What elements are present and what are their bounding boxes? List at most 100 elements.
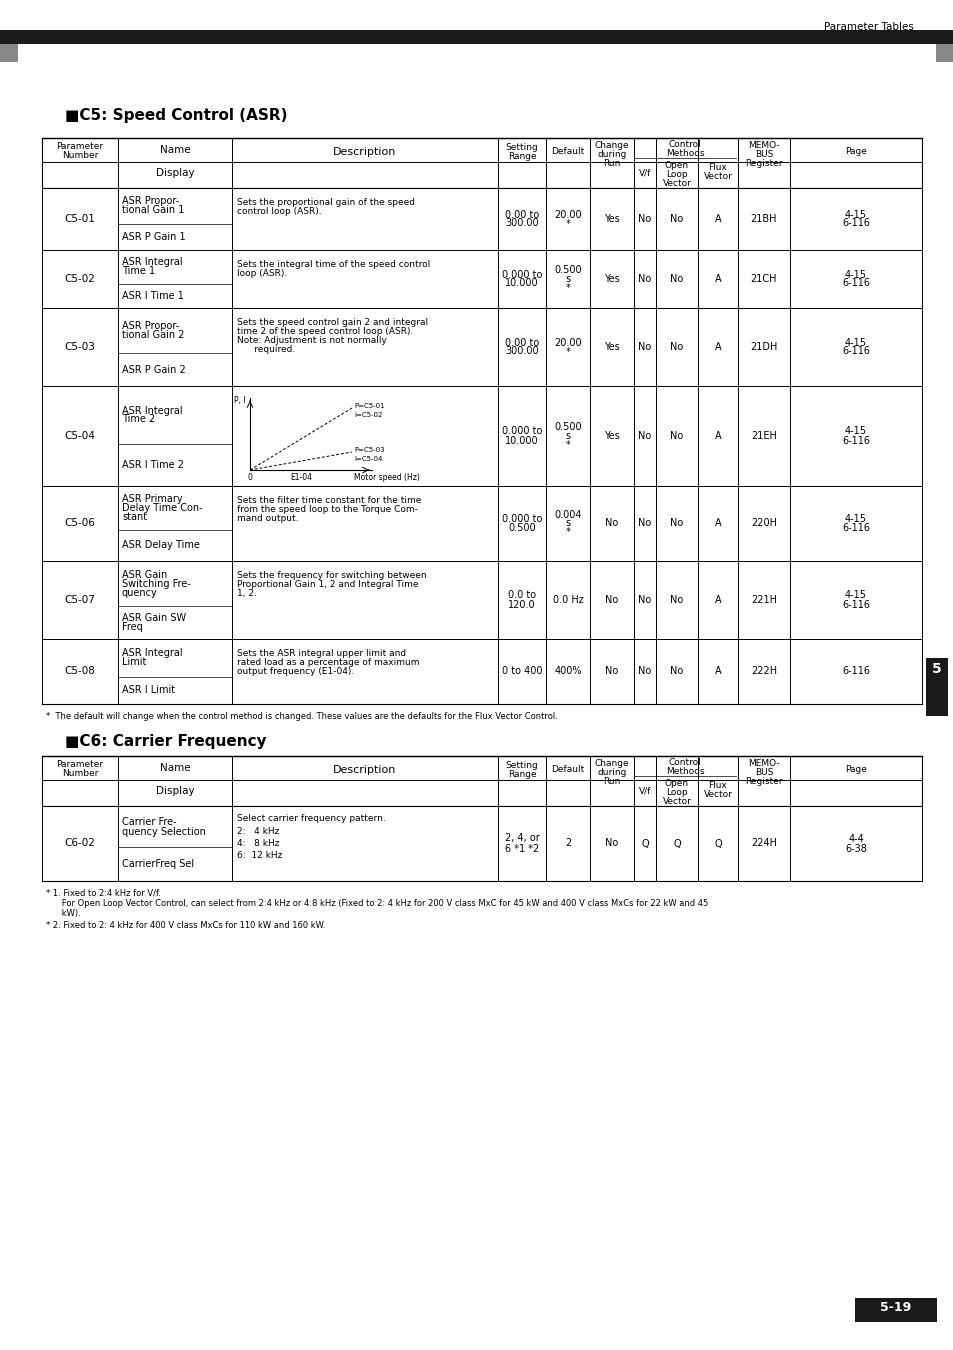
Text: ASR Primary: ASR Primary: [122, 494, 182, 504]
Text: ■C5: Speed Control (ASR): ■C5: Speed Control (ASR): [65, 108, 287, 123]
Text: A: A: [714, 215, 720, 224]
Text: No: No: [670, 274, 683, 284]
Text: Control: Control: [668, 757, 700, 767]
Text: Methods: Methods: [665, 767, 703, 776]
Text: No: No: [638, 274, 651, 284]
Bar: [42, 188, 921, 250]
Text: Description: Description: [333, 147, 396, 157]
Text: No: No: [638, 518, 651, 528]
Text: tional Gain 2: tional Gain 2: [122, 331, 184, 340]
Text: Page: Page: [844, 147, 866, 157]
Text: Register: Register: [744, 159, 781, 167]
Text: * 2. Fixed to 2: 4 kHz for 400 V class MxCs for 110 kW and 160 kW.: * 2. Fixed to 2: 4 kHz for 400 V class M…: [46, 921, 325, 930]
Text: Range: Range: [507, 769, 536, 779]
Text: Open: Open: [664, 161, 688, 170]
Text: Run: Run: [602, 778, 620, 786]
Text: output frequency (E1-04).: output frequency (E1-04).: [236, 667, 354, 676]
Text: Yes: Yes: [603, 342, 619, 352]
Text: Vector: Vector: [702, 171, 732, 181]
Text: 6-116: 6-116: [841, 347, 869, 356]
Text: Methods: Methods: [665, 148, 703, 158]
Text: ■C6: Carrier Frequency: ■C6: Carrier Frequency: [65, 734, 266, 749]
Text: I=C5-04: I=C5-04: [354, 456, 382, 462]
Text: Sets the integral time of the speed control: Sets the integral time of the speed cont…: [236, 261, 430, 269]
Text: MEMO-: MEMO-: [747, 140, 779, 150]
Text: 21BH: 21BH: [750, 215, 777, 224]
Text: Q: Q: [640, 838, 648, 849]
Text: Limit: Limit: [122, 657, 146, 667]
Text: 1, 2.: 1, 2.: [236, 589, 256, 598]
Text: 6-116: 6-116: [841, 599, 869, 609]
Text: Parameter: Parameter: [56, 142, 104, 151]
Text: Description: Description: [333, 765, 396, 775]
Text: Number: Number: [62, 151, 98, 161]
Text: Change: Change: [594, 140, 629, 150]
Bar: [935, 45, 953, 62]
Text: ASR Integral: ASR Integral: [122, 405, 182, 416]
Text: Sets the speed control gain 2 and integral: Sets the speed control gain 2 and integr…: [236, 319, 428, 327]
Bar: [42, 486, 921, 562]
Text: 4-15: 4-15: [844, 270, 866, 279]
Text: Parameter: Parameter: [56, 760, 104, 770]
Text: CarrierFreq Sel: CarrierFreq Sel: [122, 859, 193, 869]
Text: 0.0 to: 0.0 to: [507, 590, 536, 601]
Text: 4-15: 4-15: [844, 209, 866, 220]
Text: 4-15: 4-15: [844, 514, 866, 524]
Text: stant: stant: [122, 512, 147, 521]
Bar: [42, 250, 921, 308]
Text: No: No: [605, 595, 618, 605]
Text: mand output.: mand output.: [236, 514, 298, 522]
Text: 10.000: 10.000: [505, 278, 538, 289]
Text: A: A: [714, 342, 720, 352]
Text: *  The default will change when the control method is changed. These values are : * The default will change when the contr…: [46, 711, 558, 721]
Text: ASR P Gain 2: ASR P Gain 2: [122, 364, 186, 374]
Text: Yes: Yes: [603, 274, 619, 284]
Text: No: No: [670, 215, 683, 224]
Text: ASR Gain: ASR Gain: [122, 570, 167, 579]
Text: No: No: [638, 215, 651, 224]
Text: rated load as a percentage of maximum: rated load as a percentage of maximum: [236, 657, 419, 667]
Text: Name: Name: [159, 763, 190, 774]
Text: Vector: Vector: [662, 180, 691, 188]
Text: ASR Integral: ASR Integral: [122, 648, 182, 659]
Text: Delay Time Con-: Delay Time Con-: [122, 502, 202, 513]
Text: Change: Change: [594, 759, 629, 768]
Text: 6:  12 kHz: 6: 12 kHz: [236, 850, 282, 860]
Text: 224H: 224H: [750, 838, 776, 849]
Text: 300.00: 300.00: [505, 347, 538, 356]
Text: ASR Integral: ASR Integral: [122, 258, 182, 267]
Bar: [925, 657, 947, 716]
Text: ASR P Gain 1: ASR P Gain 1: [122, 232, 186, 242]
Text: Loop: Loop: [665, 788, 687, 796]
Text: Freq: Freq: [122, 622, 143, 632]
Text: Default: Default: [551, 765, 584, 774]
Text: 6-38: 6-38: [844, 844, 866, 853]
Text: ASR I Limit: ASR I Limit: [122, 686, 175, 695]
Text: Sets the frequency for switching between: Sets the frequency for switching between: [236, 571, 426, 580]
Text: s: s: [565, 431, 570, 441]
Text: quency Selection: quency Selection: [122, 826, 206, 837]
Text: No: No: [670, 595, 683, 605]
Text: A: A: [714, 595, 720, 605]
Text: s: s: [565, 518, 570, 528]
Bar: [42, 562, 921, 639]
Text: Range: Range: [507, 153, 536, 161]
Text: 2, 4, or: 2, 4, or: [504, 833, 538, 844]
Text: required.: required.: [236, 346, 294, 354]
Text: Run: Run: [602, 159, 620, 167]
Text: 2:   4 kHz: 2: 4 kHz: [236, 828, 279, 836]
Text: Flux: Flux: [708, 782, 727, 790]
Text: V/f: V/f: [639, 167, 651, 177]
Text: 21CH: 21CH: [750, 274, 777, 284]
Text: 0 to 400: 0 to 400: [501, 667, 541, 676]
Text: 4:   8 kHz: 4: 8 kHz: [236, 838, 279, 848]
Text: *: *: [565, 440, 570, 450]
Text: V/f: V/f: [639, 786, 651, 795]
Text: Display: Display: [155, 786, 194, 796]
Text: 4-15: 4-15: [844, 590, 866, 601]
Text: 400%: 400%: [554, 667, 581, 676]
Text: Time 2: Time 2: [122, 414, 155, 424]
Text: Open: Open: [664, 779, 688, 788]
Text: Control: Control: [668, 140, 700, 148]
Text: Sets the ASR integral upper limit and: Sets the ASR integral upper limit and: [236, 649, 406, 657]
